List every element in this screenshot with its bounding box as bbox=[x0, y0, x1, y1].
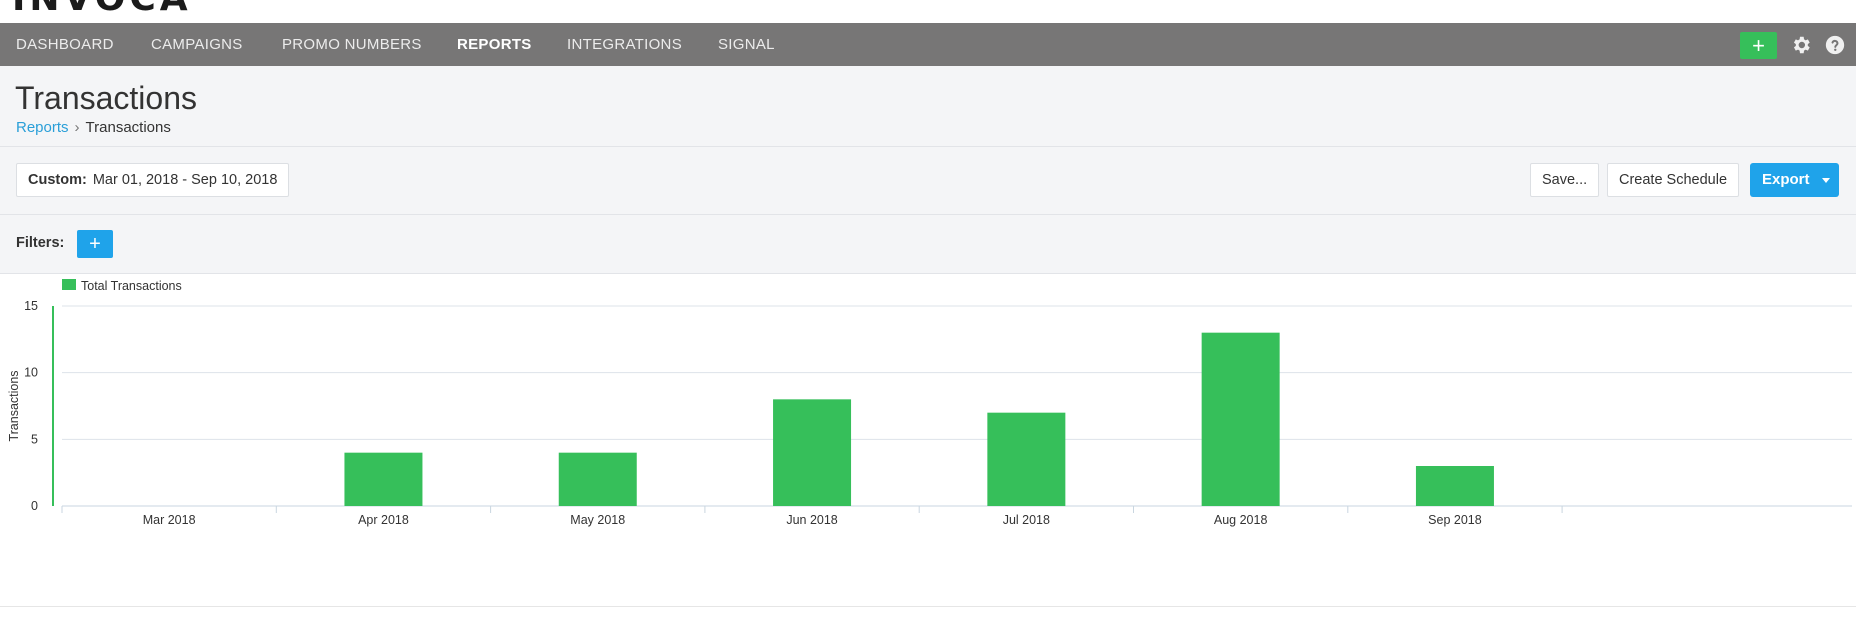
chart-canvas: Total Transactions 0 5 10 15 Transactions Mar … bbox=[7, 279, 1852, 527]
date-range-value: Mar 01, 2018 - Sep 10, 2018 bbox=[92, 172, 278, 188]
x-tick-label: May 2018 bbox=[570, 513, 625, 527]
y-tick-label: 10 bbox=[24, 366, 38, 380]
export-label: Export bbox=[1762, 171, 1810, 188]
add-filter-button[interactable]: + bbox=[77, 230, 113, 258]
filters-label: Filters: bbox=[16, 235, 65, 251]
help-icon[interactable] bbox=[1824, 34, 1846, 56]
top-navbar: DASHBOARD CAMPAIGNS PROMO NUMBERS REPORT… bbox=[0, 23, 1856, 66]
export-button[interactable]: Export bbox=[1750, 163, 1839, 197]
save-button[interactable]: Save... bbox=[1530, 163, 1600, 197]
nav-item-reports[interactable]: REPORTS bbox=[457, 36, 532, 53]
y-axis-label: Transactions bbox=[7, 370, 21, 441]
gear-icon[interactable] bbox=[1790, 34, 1812, 56]
x-tick-label: Sep 2018 bbox=[1428, 513, 1482, 527]
page-title: Transactions bbox=[15, 80, 197, 116]
caret-down-icon[interactable] bbox=[1822, 178, 1830, 183]
breadcrumb-current: Transactions bbox=[85, 119, 171, 136]
nav-item-campaigns[interactable]: CAMPAIGNS bbox=[151, 36, 243, 53]
gear-icon-graphic bbox=[1793, 36, 1810, 54]
legend-swatch[interactable] bbox=[62, 279, 76, 290]
legend-label: Total Transactions bbox=[81, 279, 182, 293]
help-icon-graphic bbox=[1825, 35, 1845, 55]
brand-bar: INVOCA bbox=[0, 0, 1856, 23]
y-tick-label: 15 bbox=[24, 299, 38, 313]
report-toolbar: Custom: Mar 01, 2018 - Sep 10, 2018 Save.… bbox=[0, 147, 1856, 215]
date-range-label: Custom: bbox=[28, 172, 87, 188]
plus-icon: + bbox=[1752, 33, 1765, 58]
nav-item-promo-numbers[interactable]: PROMO NUMBERS bbox=[282, 36, 422, 53]
filters-bar: Filters: + bbox=[0, 215, 1856, 274]
y-tick-label: 5 bbox=[31, 432, 38, 446]
x-tick-label: Jul 2018 bbox=[1003, 513, 1050, 527]
y-tick-label: 0 bbox=[31, 499, 38, 513]
bar[interactable] bbox=[344, 452, 423, 506]
bar[interactable] bbox=[1201, 332, 1280, 506]
breadcrumb-separator: › bbox=[74, 119, 80, 136]
date-range-picker[interactable]: Custom: Mar 01, 2018 - Sep 10, 2018 bbox=[16, 163, 290, 197]
nav-item-integrations[interactable]: INTEGRATIONS bbox=[567, 36, 682, 53]
breadcrumb-reports-link[interactable]: Reports bbox=[16, 119, 69, 136]
transactions-chart: Total Transactions 0 5 10 15 Transactions Mar … bbox=[0, 275, 1856, 622]
x-tick-label: Apr 2018 bbox=[358, 513, 409, 527]
bar[interactable] bbox=[1415, 466, 1494, 506]
brand-logo[interactable]: INVOCA bbox=[12, 0, 192, 19]
chart-group: Total Transactions 0 5 10 15 Transactions Mar … bbox=[7, 279, 1852, 527]
plus-icon: + bbox=[89, 233, 101, 255]
chart-divider bbox=[0, 606, 1856, 607]
nav-add-button[interactable]: + bbox=[1740, 32, 1777, 59]
nav-item-signal[interactable]: SIGNAL bbox=[718, 36, 775, 53]
create-schedule-button[interactable]: Create Schedule bbox=[1607, 163, 1740, 197]
bar[interactable] bbox=[558, 452, 637, 506]
breadcrumb: Reports › Transactions bbox=[16, 119, 171, 136]
x-tick-label: Jun 2018 bbox=[786, 513, 837, 527]
nav-item-dashboard[interactable]: DASHBOARD bbox=[16, 36, 114, 53]
bar[interactable] bbox=[987, 412, 1066, 506]
bar[interactable] bbox=[773, 399, 852, 506]
x-tick-label: Mar 2018 bbox=[143, 513, 196, 527]
page-header: Transactions Reports › Transactions bbox=[0, 66, 1856, 147]
x-tick-label: Aug 2018 bbox=[1214, 513, 1268, 527]
